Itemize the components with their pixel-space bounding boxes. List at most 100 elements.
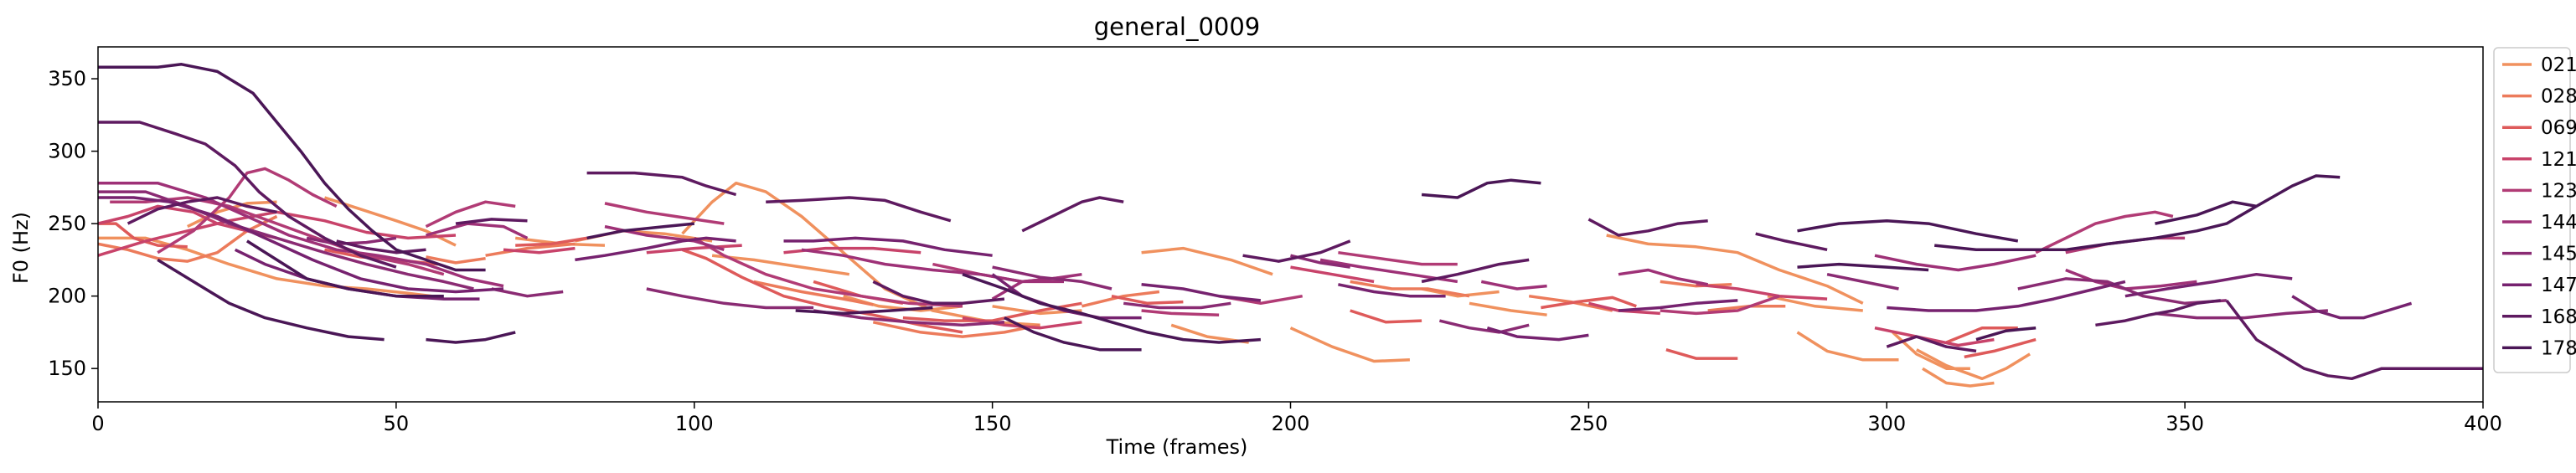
y-axis: 150 200 250 300 350 xyxy=(48,67,98,380)
series-line-178 xyxy=(1421,178,1541,199)
series-line-168 xyxy=(1421,258,1530,284)
series-line-178 xyxy=(1004,316,1142,352)
series-line-145 xyxy=(491,287,564,298)
series-line-178 xyxy=(1975,326,2037,342)
series-line-123 xyxy=(1338,250,1458,266)
series-line-021 xyxy=(98,236,432,298)
series-line-021 xyxy=(1606,234,1864,305)
series-line-021 xyxy=(1796,331,1899,362)
series-line-021 xyxy=(1141,246,1273,276)
x-tick-label: 50 xyxy=(384,412,410,435)
series-line-178 xyxy=(1797,219,2019,243)
series-line-121 xyxy=(1290,265,1375,284)
series-line-123 xyxy=(1660,295,1780,316)
series-line-178 xyxy=(1797,262,1929,272)
series-line-028 xyxy=(1660,280,1732,288)
series-line-145 xyxy=(2155,309,2329,320)
series-121 xyxy=(98,204,1995,347)
series-line-144 xyxy=(1618,268,1709,286)
series-line-145 xyxy=(98,190,474,290)
series-line-021 xyxy=(1922,367,1995,388)
series-line-121 xyxy=(503,246,576,254)
y-tick-label: 250 xyxy=(48,212,86,235)
y-tick-label: 300 xyxy=(48,140,86,163)
plot-area xyxy=(98,63,2483,388)
series-line-147 xyxy=(1618,299,1738,312)
series-line-121 xyxy=(1696,283,1828,301)
series-line-145 xyxy=(1826,272,1899,290)
series-line-145 xyxy=(813,309,1005,327)
series-line-069 xyxy=(1541,296,1637,310)
x-tick-label: 150 xyxy=(973,412,1012,435)
series-line-178 xyxy=(586,222,694,240)
legend-label-145: 145 xyxy=(2541,244,2576,265)
series-line-123 xyxy=(693,236,963,308)
series-line-123 xyxy=(2065,236,2186,254)
series-line-144 xyxy=(1874,254,2037,272)
series-line-178 xyxy=(426,331,516,344)
series-line-168 xyxy=(872,280,1005,306)
series-line-168 xyxy=(1242,239,1351,263)
series-line-168 xyxy=(1755,232,1828,252)
series-line-028 xyxy=(872,321,1040,338)
series-line-178 xyxy=(245,239,444,298)
series-line-145 xyxy=(2017,277,2228,306)
series-line-121 xyxy=(646,244,742,254)
series-line-145 xyxy=(1438,319,1530,334)
series-line-147 xyxy=(1141,283,1262,302)
series-line-178 xyxy=(962,273,1262,344)
series-line-123 xyxy=(604,202,725,225)
series-line-147 xyxy=(1486,326,1589,342)
series-line-069 xyxy=(515,236,587,247)
series-line-178 xyxy=(157,258,385,342)
series-line-069 xyxy=(1350,309,1422,324)
series-line-168 xyxy=(1021,196,1124,233)
series-line-069 xyxy=(1964,337,2037,359)
x-tick-label: 200 xyxy=(1272,412,1310,435)
legend-label-069: 069 xyxy=(2541,117,2576,139)
series-028 xyxy=(98,214,1786,338)
y-axis-label: F0 (Hz) xyxy=(9,212,33,284)
series-line-028 xyxy=(426,255,486,265)
series-line-121 xyxy=(1874,326,1995,347)
series-line-145 xyxy=(992,265,1112,290)
series-line-178 xyxy=(1934,174,2341,252)
legend-label-178: 178 xyxy=(2541,337,2576,359)
series-line-168 xyxy=(1886,335,1977,353)
x-axis: 0 50 100 150 200 250 300 350 400 xyxy=(91,402,2502,435)
legend-box xyxy=(2493,47,2571,373)
y-tick-label: 350 xyxy=(48,67,86,90)
series-line-021 xyxy=(1289,326,1410,363)
series-line-147 xyxy=(1338,283,1446,298)
x-tick-label: 0 xyxy=(91,412,104,435)
series-line-123 xyxy=(425,200,516,229)
series-line-028 xyxy=(1081,290,1160,308)
x-tick-label: 400 xyxy=(2464,412,2502,435)
series-line-121 xyxy=(98,210,457,257)
legend-label-028: 028 xyxy=(2541,86,2576,108)
series-line-123 xyxy=(1141,309,1220,316)
series-line-028 xyxy=(753,280,874,306)
legend-label-147: 147 xyxy=(2541,275,2576,296)
series-line-178 xyxy=(795,306,933,316)
series-line-021 xyxy=(1469,301,1547,316)
series-line-123 xyxy=(2035,210,2174,254)
legend-label-021: 021 xyxy=(2541,54,2576,76)
x-tick-label: 350 xyxy=(2166,412,2204,435)
series-line-147 xyxy=(783,236,993,257)
series-144 xyxy=(98,181,2197,301)
series-line-028 xyxy=(1350,280,1470,298)
series-line-178 xyxy=(98,63,486,272)
series-145 xyxy=(98,190,2329,334)
x-axis-label: Time (frames) xyxy=(1106,435,1248,459)
series-line-168 xyxy=(336,239,426,254)
series-line-069 xyxy=(1665,348,1738,360)
series-line-145 xyxy=(1123,301,1231,310)
series-168 xyxy=(98,121,2483,381)
series-line-147 xyxy=(2124,272,2293,298)
series-line-168 xyxy=(455,218,528,225)
x-tick-label: 300 xyxy=(1867,412,1906,435)
legend-label-121: 121 xyxy=(2541,149,2576,171)
series-line-147 xyxy=(575,236,736,262)
